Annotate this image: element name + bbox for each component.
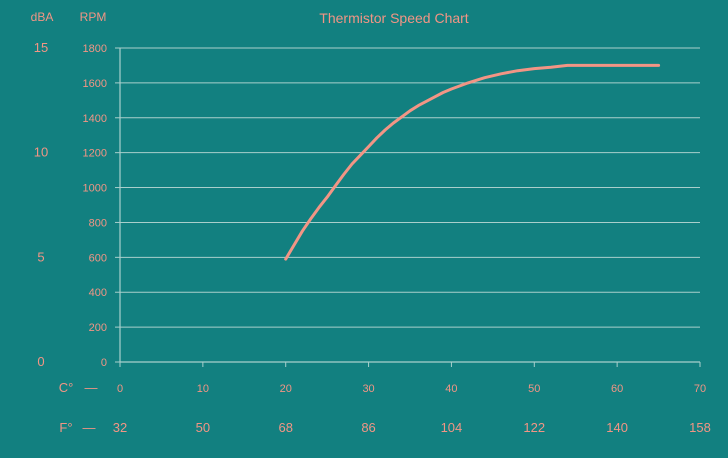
x-axis-ticks: 0 10 20 30 40 50 60 70 xyxy=(117,383,706,395)
secondary-y-axis-title: dBA xyxy=(31,10,54,24)
y-tick-label: 600 xyxy=(89,252,107,264)
secondary-x-tick-label: 158 xyxy=(689,420,711,435)
chart-title: Thermistor Speed Chart xyxy=(319,10,469,26)
secondary-y-tick-label: 10 xyxy=(34,145,48,160)
secondary-y-axis-ticks: 0 5 10 15 xyxy=(34,40,48,369)
x-tick-label: 30 xyxy=(362,383,374,395)
y-axis-title: RPM xyxy=(80,10,107,24)
secondary-x-tick-label: 86 xyxy=(361,420,375,435)
x-axis-title: C° xyxy=(59,380,74,395)
x-tick-label: 0 xyxy=(117,383,123,395)
grid xyxy=(115,47,701,367)
rpm-series-line xyxy=(284,63,661,261)
x-axis-title-dash: — xyxy=(85,380,98,395)
y-tick-label: 1200 xyxy=(83,148,107,160)
secondary-x-tick-label: 50 xyxy=(196,420,210,435)
y-tick-label: 1800 xyxy=(83,43,107,55)
y-axis-ticks: 0 200 400 600 800 1000 1200 1400 1600 1800 xyxy=(83,43,107,369)
x-tick-label: 40 xyxy=(445,383,457,395)
x-tick-label: 10 xyxy=(197,383,209,395)
y-tick-label: 1000 xyxy=(83,183,107,195)
secondary-x-tick-label: 68 xyxy=(278,420,292,435)
secondary-y-tick-label: 15 xyxy=(34,40,48,55)
secondary-x-axis-title-dash: — xyxy=(83,420,96,435)
secondary-y-tick-label: 0 xyxy=(37,354,44,369)
y-tick-label: 200 xyxy=(89,322,107,334)
y-tick-label: 1400 xyxy=(83,113,107,125)
y-tick-label: 800 xyxy=(89,217,107,229)
x-tick-label: 20 xyxy=(280,383,292,395)
y-tick-label: 1600 xyxy=(83,78,107,90)
x-tick-label: 50 xyxy=(528,383,540,395)
secondary-x-axis-title: F° xyxy=(59,420,72,435)
secondary-x-axis-ticks: 32 50 68 86 104 122 140 158 xyxy=(113,420,711,435)
secondary-x-tick-label: 140 xyxy=(606,420,628,435)
secondary-x-tick-label: 32 xyxy=(113,420,127,435)
secondary-x-tick-label: 122 xyxy=(523,420,545,435)
secondary-x-tick-label: 104 xyxy=(441,420,463,435)
x-tick-label: 70 xyxy=(694,383,706,395)
secondary-y-tick-label: 5 xyxy=(37,249,44,264)
y-tick-label: 0 xyxy=(101,357,107,369)
x-tick-label: 60 xyxy=(611,383,623,395)
y-tick-label: 400 xyxy=(89,287,107,299)
